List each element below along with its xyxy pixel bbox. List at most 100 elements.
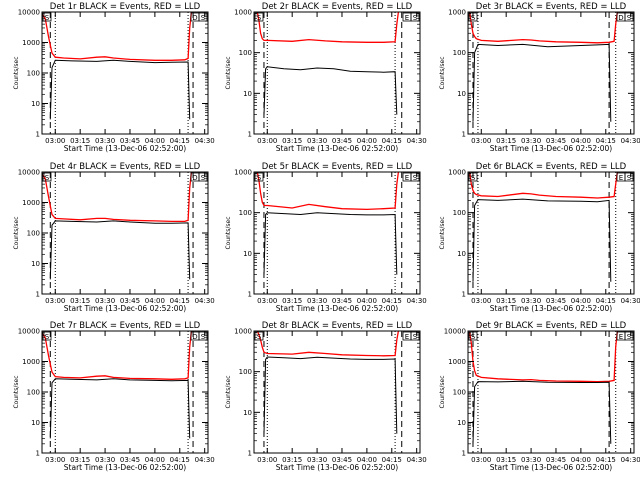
- panel-6-ytick-label-4: 1000: [448, 169, 466, 177]
- panel-7-title: Det 7r BLACK = Events, RED = LLD: [50, 321, 201, 331]
- panel-5-xtick-label-5: 04:00: [357, 297, 377, 305]
- panel-4-axes-frame: [41, 171, 209, 295]
- panel-7-xlabel: Start Time (13-Dec-06 02:52:00): [64, 463, 186, 472]
- panel-9-xtick-label-6: 04:15: [596, 456, 616, 464]
- panel-9-marker-1: S: [471, 333, 476, 341]
- panel-2-xtick-label-4: 03:45: [332, 137, 352, 145]
- panel-9-xtick-label-7: 04:30: [621, 456, 640, 464]
- panel-7-xtick-label-3: 03:30: [95, 456, 115, 464]
- panel-9-marker-2: E: [619, 333, 623, 341]
- panel-8-title: Det 8r BLACK = Events, RED = LLD: [262, 321, 413, 331]
- panel-2-xlabel: Start Time (13-Dec-06 02:52:00): [276, 144, 398, 153]
- panel-7-marker-2: D: [192, 333, 197, 341]
- panel-1-xtick-label-3: 03:30: [95, 137, 115, 145]
- panel-1-marker-box-1: [42, 12, 52, 22]
- panel-1-marker-3: S: [201, 14, 206, 22]
- panel-7-xtick-label-1: 03:00: [45, 456, 65, 464]
- panel-9-ytick-label-2: 10: [457, 419, 466, 427]
- panel-2-marker-box-1: [254, 12, 264, 22]
- panel-3-series-events-black: [472, 43, 612, 122]
- panel-1-title: Det 1r BLACK = Events, RED = LLD: [50, 2, 201, 12]
- panel-3-ytick-label-2: 10: [457, 90, 466, 98]
- panel-2-marker-3: S: [413, 14, 418, 22]
- panel-4-ytick-label-2: 10: [31, 260, 40, 268]
- panel-4-marker-3: S: [201, 174, 206, 182]
- panel-6-xlabel: Start Time (13-Dec-06 02:52:00): [490, 304, 612, 313]
- panel-6-title: Det 6r BLACK = Events, RED = LLD: [476, 162, 627, 172]
- panel-3-axes-frame: [467, 11, 635, 135]
- panel-4-ytick-label-5: 10000: [18, 169, 40, 177]
- panel-4-xtick-label-1: 03:00: [45, 297, 65, 305]
- panel-2-title: Det 2r BLACK = Events, RED = LLD: [262, 2, 413, 12]
- panel-5-title: Det 5r BLACK = Events, RED = LLD: [262, 162, 413, 172]
- panel-3-marker-3: S: [627, 14, 632, 22]
- panel-5-series-events-black: [263, 212, 398, 275]
- panel-6-marker-1: S: [471, 174, 476, 182]
- panel-9-ytick-label-5: 10000: [444, 328, 466, 336]
- panel-2-ylabel: Counts/sec: [225, 56, 232, 89]
- panel-4-series-events-black: [49, 220, 191, 280]
- panel-8-ytick-label-3: 100: [239, 368, 252, 376]
- panel-7-ytick-label-3: 100: [27, 389, 40, 397]
- panel-3-xtick-label-6: 04:15: [596, 137, 616, 145]
- panel-8-axes-frame: [253, 330, 421, 454]
- panel-5-marker-box-1: [254, 172, 264, 182]
- panel-1-xtick-label-1: 03:00: [45, 137, 65, 145]
- panel-6-ytick-label-3: 100: [453, 209, 466, 217]
- panel-8-series-events-black: [263, 356, 398, 434]
- panel-6-series-events-black: [472, 198, 612, 282]
- panel-4-xtick-label-4: 03:45: [120, 297, 140, 305]
- panel-9-xtick-label-2: 03:15: [496, 456, 516, 464]
- panel-1-axes-frame: [41, 11, 209, 135]
- panel-8-ytick-label-4: 1000: [234, 328, 252, 336]
- panel-5-xtick-label-4: 03:45: [332, 297, 352, 305]
- panel-5-ytick-label-2: 10: [243, 250, 252, 258]
- panel-9-title: Det 9r BLACK = Events, RED = LLD: [476, 321, 627, 331]
- panel-3-xtick-label-1: 03:00: [471, 137, 491, 145]
- panel-2-marker-2: E: [405, 14, 409, 22]
- panel-4-ytick-label-4: 1000: [22, 199, 40, 207]
- panel-8-xtick-label-6: 04:15: [382, 456, 402, 464]
- panel-5-ytick-label-1: 1: [248, 291, 252, 299]
- panel-7-series-events-black: [49, 378, 191, 439]
- panel-8-xtick-label-4: 03:45: [332, 456, 352, 464]
- panel-8-xtick-label-7: 04:30: [407, 456, 427, 464]
- panel-8-marker-box-1: [254, 331, 264, 341]
- panel-4-xtick-label-6: 04:15: [170, 297, 190, 305]
- panel-4-series-lld-red: [41, 171, 193, 223]
- panel-8-ytick-label-1: 1: [248, 450, 252, 458]
- panel-2-marker-box-3: [410, 12, 420, 22]
- panel-3-marker-2: D: [618, 14, 623, 22]
- panel-9-xtick-label-3: 03:30: [521, 456, 541, 464]
- panel-1-ytick-label-4: 1000: [22, 39, 40, 47]
- panel-7-xtick-label-4: 03:45: [120, 456, 140, 464]
- panel-4-marker-1: S: [45, 174, 50, 182]
- panel-7-xtick-label-7: 04:30: [195, 456, 215, 464]
- panel-2-axes-frame: [253, 11, 421, 135]
- panel-7-series-lld-red: [41, 330, 193, 380]
- panel-5-xtick-label-3: 03:30: [307, 297, 327, 305]
- panel-5-xlabel: Start Time (13-Dec-06 02:52:00): [276, 304, 398, 313]
- panel-4-ytick-label-1: 1: [36, 291, 40, 299]
- panel-2-ytick-label-2: 10: [243, 90, 252, 98]
- panel-3-xtick-label-7: 04:30: [621, 137, 640, 145]
- panel-4-xtick-label-7: 04:30: [195, 297, 215, 305]
- panel-9-ytick-label-3: 100: [453, 389, 466, 397]
- panel-3-series-lld-red: [469, 11, 619, 44]
- panel-8-ylabel: Counts/sec: [225, 375, 232, 408]
- panel-3-xtick-label-2: 03:15: [496, 137, 516, 145]
- panel-6-xtick-label-3: 03:30: [521, 297, 541, 305]
- panel-7-axes-frame: [41, 330, 209, 454]
- panel-5-marker-3: S: [413, 174, 418, 182]
- panel-9-ylabel: Counts/sec: [439, 375, 446, 408]
- panel-2-xtick-label-3: 03:30: [307, 137, 327, 145]
- panel-1-ytick-label-3: 100: [27, 70, 40, 78]
- panel-8-marker-2: E: [405, 333, 409, 341]
- panel-7-xtick-label-6: 04:15: [170, 456, 190, 464]
- panel-3-xlabel: Start Time (13-Dec-06 02:52:00): [490, 144, 612, 153]
- panel-6-series-lld-red: [469, 171, 619, 199]
- panel-6-marker-box-1: [468, 172, 478, 182]
- panel-2-xtick-label-7: 04:30: [407, 137, 427, 145]
- panel-9-xlabel: Start Time (13-Dec-06 02:52:00): [490, 463, 612, 472]
